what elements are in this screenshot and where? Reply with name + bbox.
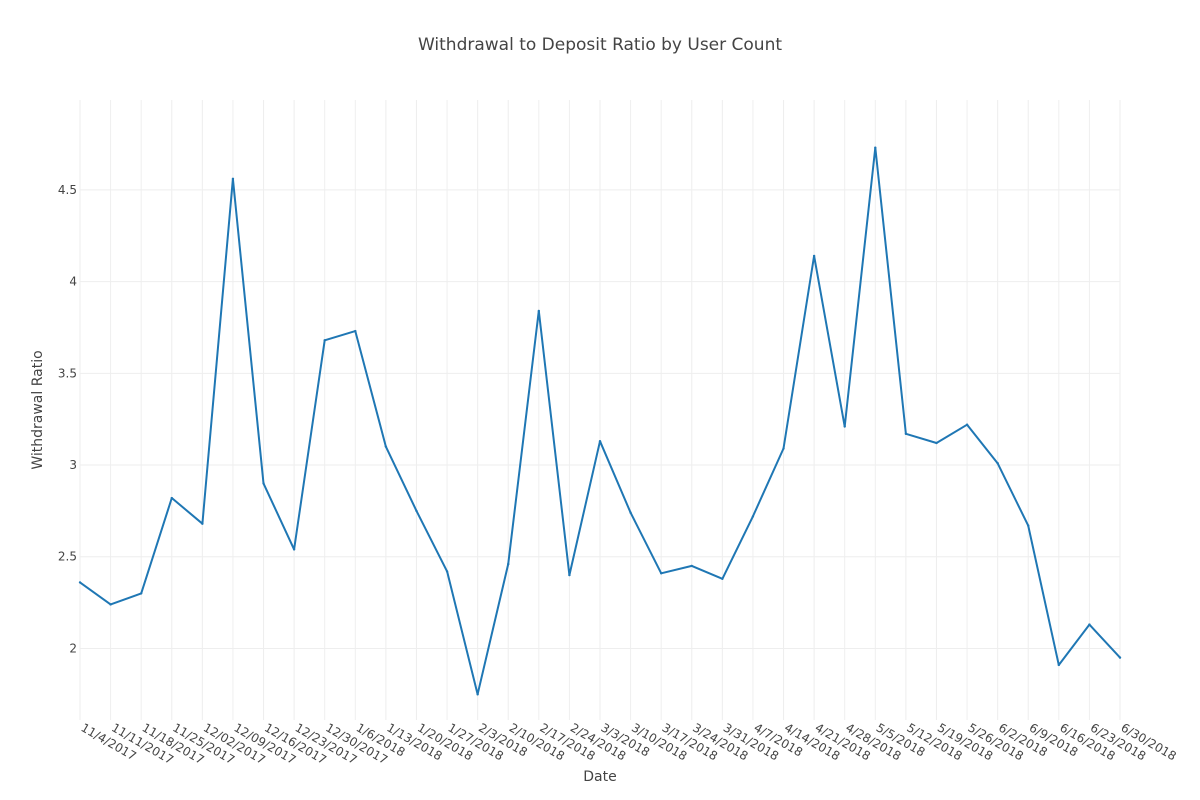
data-point bbox=[262, 482, 265, 485]
y-tick-label: 2.5 bbox=[58, 550, 77, 564]
data-point bbox=[996, 461, 999, 465]
data-point bbox=[445, 570, 449, 573]
data-point bbox=[1118, 656, 1122, 659]
data-point bbox=[231, 177, 235, 181]
data-point bbox=[201, 522, 204, 525]
data-point bbox=[629, 511, 632, 514]
data-point bbox=[812, 254, 816, 258]
data-point bbox=[139, 592, 143, 595]
data-point bbox=[384, 445, 388, 448]
x-gridlines bbox=[79, 100, 1121, 720]
y-tick-label: 3 bbox=[69, 458, 77, 472]
series-layer bbox=[78, 146, 1122, 696]
data-point bbox=[109, 603, 112, 606]
data-point bbox=[904, 432, 908, 436]
chart-title: Withdrawal to Deposit Ratio by User Coun… bbox=[418, 35, 782, 55]
y-tick-label: 3.5 bbox=[58, 366, 77, 380]
data-point bbox=[507, 562, 510, 566]
data-point bbox=[1088, 623, 1091, 626]
data-point bbox=[690, 564, 693, 568]
data-point bbox=[78, 581, 82, 584]
data-point bbox=[1057, 663, 1061, 667]
data-point bbox=[292, 548, 296, 551]
data-point bbox=[721, 577, 724, 580]
data-point bbox=[323, 339, 326, 342]
data-point bbox=[935, 441, 938, 445]
data-point bbox=[659, 572, 663, 575]
data-point bbox=[1027, 524, 1030, 527]
data-point bbox=[415, 509, 418, 513]
data-point bbox=[598, 439, 602, 443]
data-point bbox=[843, 425, 846, 428]
y-axis-title: Withdrawal Ratio bbox=[30, 350, 46, 469]
data-point bbox=[568, 573, 571, 577]
x-tick-labels: 11/4/201711/11/201711/18/201711/25/20171… bbox=[79, 720, 1179, 767]
data-point bbox=[874, 146, 877, 149]
data-point bbox=[170, 496, 173, 500]
y-tick-label: 4 bbox=[69, 275, 77, 289]
data-point bbox=[354, 329, 357, 333]
data-point bbox=[476, 693, 479, 696]
y-tick-label: 2 bbox=[69, 641, 77, 655]
y-tick-label: 4.5 bbox=[58, 183, 77, 197]
data-point bbox=[782, 447, 785, 450]
y-gridlines bbox=[80, 189, 1120, 649]
x-axis-title: Date bbox=[583, 769, 616, 785]
data-point bbox=[537, 309, 541, 313]
data-point bbox=[751, 515, 755, 518]
y-tick-labels: 2 2.5 3 3.5 4 4.5 bbox=[58, 183, 77, 656]
data-point bbox=[965, 423, 969, 426]
